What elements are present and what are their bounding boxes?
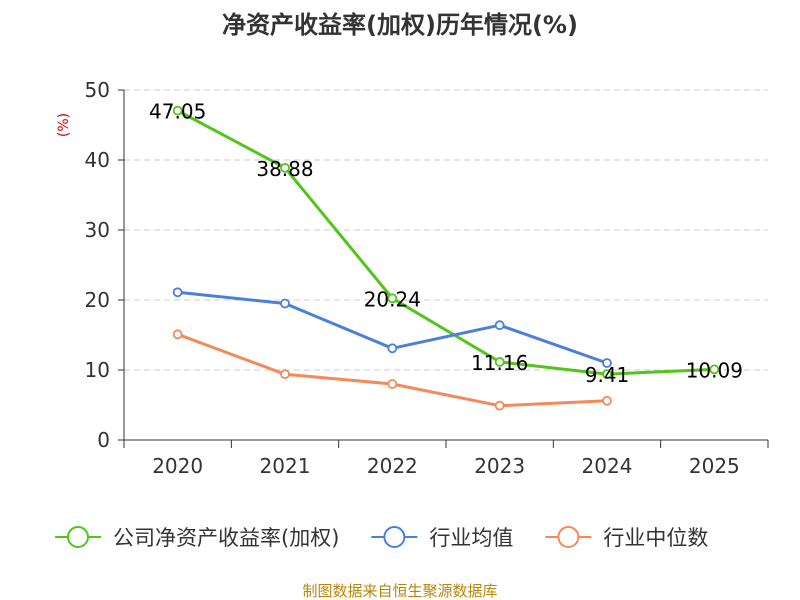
x-tick-label-2023: 2023 [474,454,525,478]
data-point-0-4[interactable] [602,369,612,380]
legend-marker [557,526,580,548]
data-point-2-1[interactable] [280,369,290,380]
y-axis-label: (%) [56,113,72,137]
data-point-1-4[interactable] [602,358,612,368]
legend-item-2[interactable]: 行业中位数 [545,526,708,550]
data-point-1-3[interactable] [494,320,505,331]
x-tick-label-2024: 2024 [582,454,633,478]
data-point-0-0[interactable] [172,105,183,116]
x-tick-label-2020: 2020 [152,454,203,478]
legend-label: 公司净资产收益率(加权) [113,526,339,550]
data-point-2-2[interactable] [387,379,398,389]
source-note: 制图数据来自恒生聚源数据库 [302,582,497,600]
legend-label: 行业中位数 [603,526,708,550]
data-label: 20.24 [364,287,421,311]
legend-label: 行业均值 [429,526,513,550]
data-label: 47.05 [149,100,206,124]
y-tick-label: 40 [85,148,110,172]
legend-marker [383,526,406,548]
y-tick-label: 50 [85,78,110,102]
data-point-0-1[interactable] [280,162,290,173]
legend[interactable]: 公司净资产收益率(加权) 行业均值 行业中位数 [55,526,708,550]
legend-item-1[interactable]: 行业均值 [371,526,513,550]
x-tick-label-2025: 2025 [689,454,740,478]
data-labels: 47.05 38.88 20.24 11.16 9.41 10.09 [149,100,743,387]
x-tick-label-2021: 2021 [260,454,311,478]
data-point-2-0[interactable] [172,329,183,340]
axes: 0 10 20 30 40 50 2020 2021 2022 2023 2024 2025 [85,78,769,478]
series-line-0 [176,109,715,376]
data-point-1-1[interactable] [280,298,290,309]
data-point-0-3[interactable] [494,356,505,367]
legend-item-0[interactable]: 公司净资产收益率(加权) [55,526,339,550]
data-point-2-4[interactable] [602,395,612,406]
y-tick-label: 0 [97,428,110,452]
data-point-1-0[interactable] [172,287,183,298]
data-point-0-2[interactable] [387,293,398,304]
data-label: 9.41 [585,363,630,387]
series-layer [172,105,720,411]
x-tick-label-2022: 2022 [367,454,418,478]
data-label: 10.09 [686,358,743,382]
data-point-0-5[interactable] [709,364,720,375]
y-tick-label: 10 [85,358,110,382]
legend-marker [67,526,89,548]
chart-title: 净资产收益率(加权)历年情况(%) [222,11,578,39]
y-tick-label: 30 [85,218,110,242]
y-tick-label: 20 [85,288,110,312]
data-point-1-2[interactable] [387,343,398,354]
gridlines [124,89,768,371]
data-label: 38.88 [256,157,313,181]
data-point-2-3[interactable] [494,400,505,411]
data-label: 11.16 [471,351,528,375]
